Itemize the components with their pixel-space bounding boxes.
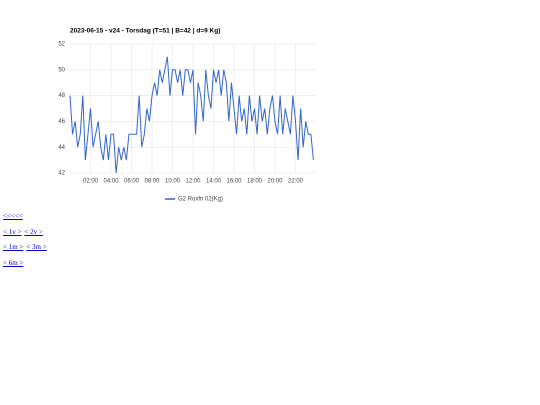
nav-link[interactable]: < 1v > <box>3 227 22 236</box>
x-tick-label: 20:00 <box>267 179 283 185</box>
link-row: < 1m > < 3m > <box>3 243 50 259</box>
y-tick-label: 44 <box>58 145 65 151</box>
x-tick-label: 18:00 <box>247 179 263 185</box>
y-tick-label: 46 <box>58 119 65 125</box>
x-tick-label: 06:00 <box>124 179 140 185</box>
x-tick-label: 14:00 <box>206 179 222 185</box>
legend-label: G2 Roxfn 02(Kg) <box>178 197 223 203</box>
nav-link[interactable]: < 1m > <box>3 243 24 251</box>
nav-link[interactable]: < 3m > <box>26 243 47 251</box>
x-tick-label: 04:00 <box>103 179 119 185</box>
y-tick-label: 48 <box>58 93 65 99</box>
chart: 2023-06-15 - v24 - Torsdag (T=51 | B=42 … <box>58 28 316 203</box>
x-tick-label: 02:00 <box>83 179 99 185</box>
x-tick-label: 22:00 <box>288 179 304 185</box>
link-row: <<<<< <box>3 212 50 228</box>
x-tick-label: 12:00 <box>185 179 201 185</box>
link-row: < 1v > < 2v > <box>3 228 50 244</box>
y-tick-label: 52 <box>58 42 65 48</box>
x-tick-label: 08:00 <box>144 179 160 185</box>
link-row: < 6m > <box>3 259 50 275</box>
nav-link[interactable]: <<<<< <box>3 212 23 220</box>
y-tick-label: 42 <box>58 171 65 177</box>
nav-link[interactable]: < 6m > <box>3 258 24 267</box>
x-tick-label: 10:00 <box>165 179 181 185</box>
data-line <box>69 56 314 174</box>
chart-title: 2023-06-15 - v24 - Torsdag (T=51 | B=42 … <box>70 28 220 35</box>
nav-links: <<<<< < 1v > < 2v > < 1m > < 3m > < 6m > <box>3 212 50 274</box>
x-tick-label: 16:00 <box>226 179 242 185</box>
y-tick-label: 50 <box>58 67 65 73</box>
nav-link[interactable]: < 2v > <box>24 227 43 236</box>
